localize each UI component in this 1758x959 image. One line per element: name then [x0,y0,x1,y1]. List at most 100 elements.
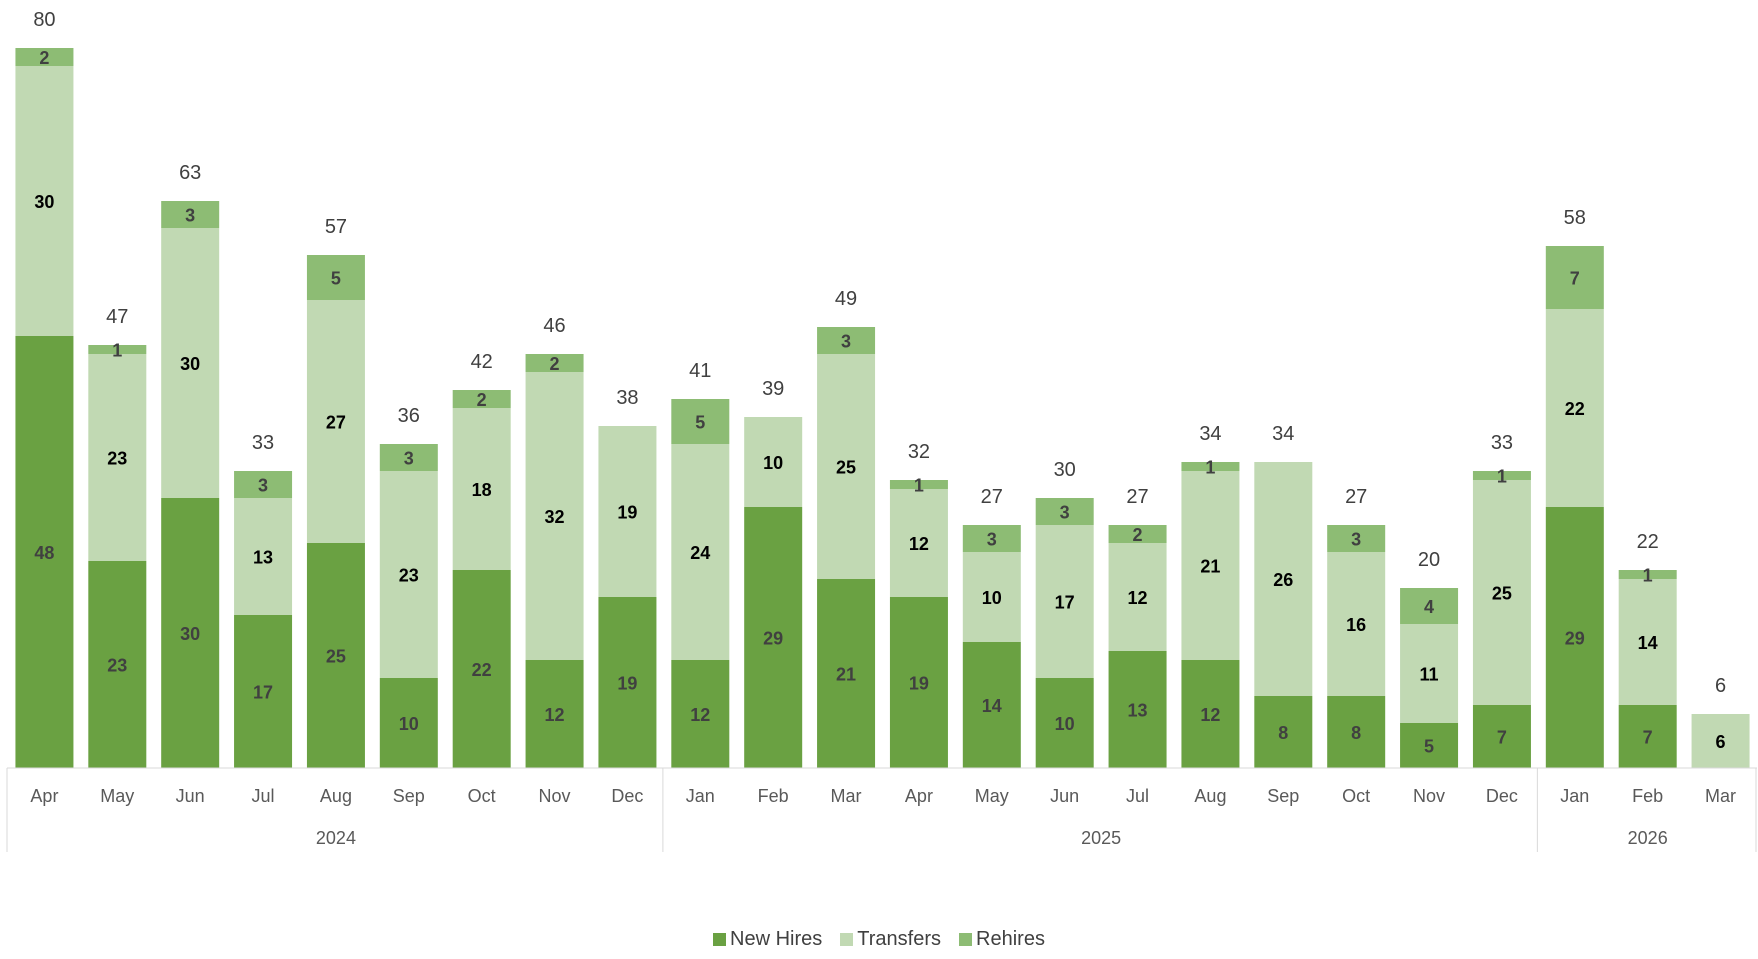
legend-swatch-new-hires [713,933,727,946]
legend-label-new-hires: New Hires [730,928,823,950]
data-label: 12 [1128,588,1148,608]
bar-segment-transfers [1545,309,1604,507]
x-tick-label: Jun [176,786,205,806]
data-label: 32 [545,507,565,527]
x-tick-label: Oct [1342,786,1370,806]
x-tick-label: Mar [831,786,862,806]
x-group-label: 2025 [1081,828,1121,848]
total-label: 27 [981,486,1003,508]
bar-segment-new-hires [1108,651,1167,768]
x-tick-label: Oct [468,786,496,806]
data-label: 5 [1424,737,1434,757]
data-label: 22 [472,660,492,680]
data-label: 1 [1497,467,1507,487]
total-label: 63 [179,162,201,184]
total-label: 34 [1272,423,1294,445]
x-tick-label: Sep [393,786,425,806]
x-group-label: 2026 [1628,828,1668,848]
data-label: 10 [763,453,783,473]
bar-segment-rehires [1472,471,1531,480]
bar-segment-rehires [1035,498,1094,525]
data-label: 19 [909,674,929,694]
bar-segment-transfers [452,408,511,570]
bar-segment-new-hires [161,498,220,768]
bar-segment-rehires [452,390,511,408]
bar-segment-transfers [525,372,584,660]
bar-segment-rehires [889,480,948,489]
data-label: 6 [1716,732,1726,752]
data-label: 12 [690,705,710,725]
bar-segment-new-hires [379,678,438,768]
bar-segment-transfers [1618,579,1677,705]
data-label: 3 [1351,530,1361,550]
bar-segment-new-hires [1181,660,1240,768]
data-label: 23 [399,566,419,586]
bar-segment-rehires [306,255,365,300]
bar-segment-new-hires [1327,696,1386,768]
data-label: 25 [326,647,346,667]
bar-segment-new-hires [1400,723,1459,768]
x-tick-label: May [100,786,134,806]
bar-segment-new-hires [234,615,293,768]
data-label: 26 [1273,570,1293,590]
bar-segment-new-hires [889,597,948,768]
data-label: 29 [1565,629,1585,649]
x-tick-label: Dec [611,786,643,806]
x-tick-label: Feb [1632,786,1663,806]
bar-segment-rehires [234,471,293,498]
total-label: 6 [1715,675,1726,697]
data-label: 21 [1200,557,1220,577]
data-label: 19 [617,674,637,694]
bar-segment-transfers [744,417,803,507]
bar-segment-rehires [525,354,584,372]
legend-label-rehires: Rehires [976,928,1045,950]
total-label: 49 [835,288,857,310]
bar-segment-new-hires [1035,678,1094,768]
data-label: 10 [399,714,419,734]
total-label: 42 [471,351,493,373]
data-label: 23 [107,449,127,469]
total-label: 20 [1418,549,1440,571]
legend-swatch-transfers [840,933,854,946]
bar-segment-transfers [1254,462,1313,696]
data-label: 3 [1060,503,1070,523]
bar-segment-new-hires [306,543,365,768]
data-label: 10 [982,588,1002,608]
bar-segment-rehires [379,444,438,471]
data-label: 30 [34,192,54,212]
bar-segment-transfers [1108,543,1167,651]
bar-segment-rehires [15,48,74,66]
x-tick-label: Mar [1705,786,1736,806]
bar-segment-new-hires [962,642,1021,768]
bar-segment-new-hires [525,660,584,768]
data-label: 7 [1497,728,1507,748]
x-tick-label: Aug [1194,786,1226,806]
bar-segment-transfers [379,471,438,678]
data-label: 3 [404,449,414,469]
x-tick-label: Nov [1413,786,1445,806]
x-tick-label: Jul [252,786,275,806]
legend-label-transfers: Transfers [857,928,942,950]
data-label: 2 [39,48,49,68]
data-label: 30 [180,624,200,644]
data-label: 14 [982,696,1002,716]
data-label: 16 [1346,615,1366,635]
x-tick-label: Dec [1486,786,1518,806]
total-label: 27 [1126,486,1148,508]
bar-segment-rehires [1400,588,1459,624]
data-label: 2 [550,354,560,374]
total-label: 33 [1491,432,1513,454]
bar-segment-new-hires [1254,696,1313,768]
data-label: 1 [112,341,122,361]
legend: New Hires Transfers Rehires [0,928,1758,951]
data-label: 10 [1055,714,1075,734]
legend-swatch-rehires [959,933,973,946]
data-label: 22 [1565,399,1585,419]
bar-segment-transfers [1327,552,1386,696]
total-label: 30 [1054,459,1076,481]
bar-segment-rehires [817,327,876,354]
x-tick-label: Feb [758,786,789,806]
bar-segment-transfers [15,66,74,336]
bar-segment-transfers [161,228,220,498]
data-label: 8 [1351,723,1361,743]
